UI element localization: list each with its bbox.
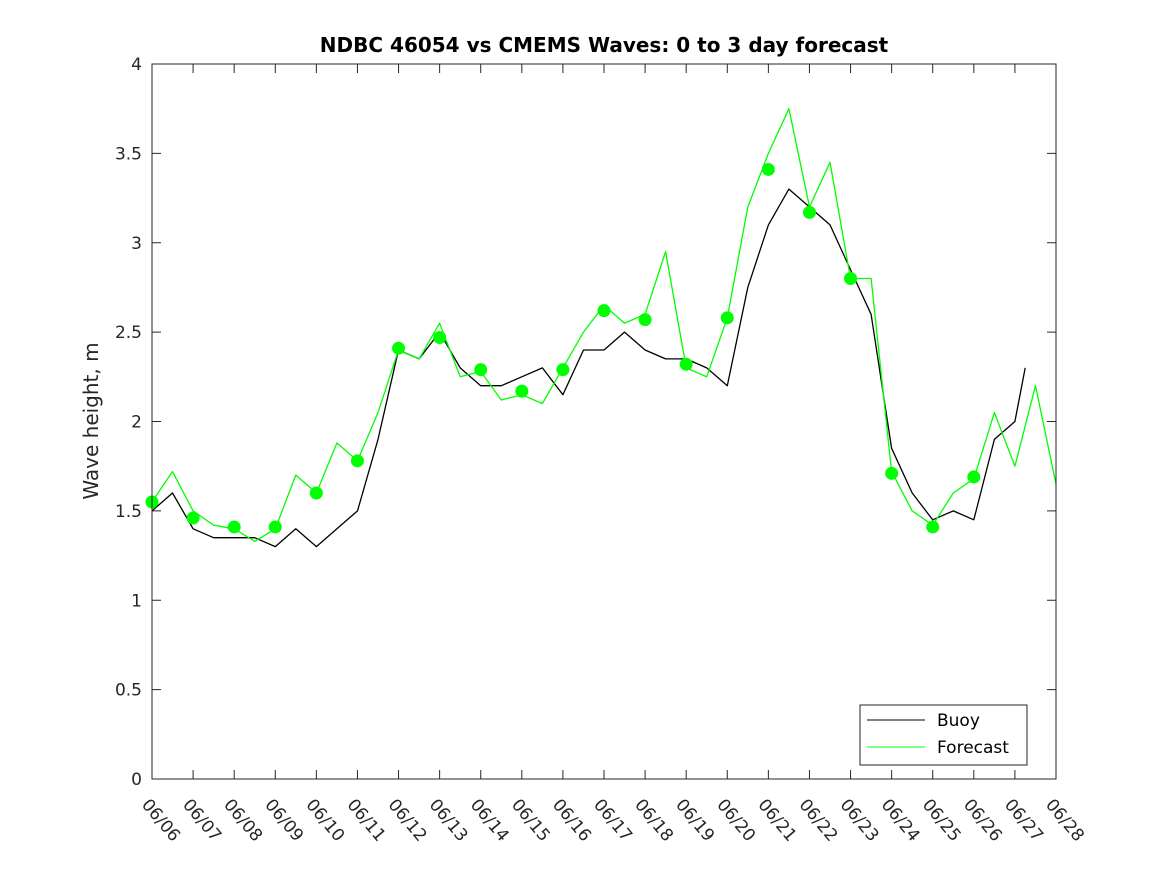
forecast-marker <box>556 363 570 377</box>
y-tick-label: 1 <box>131 591 142 611</box>
forecast-marker <box>227 520 241 534</box>
forecast-marker <box>392 341 406 355</box>
forecast-marker <box>597 304 611 318</box>
axes-box <box>151 63 1057 780</box>
forecast-marker <box>720 311 734 325</box>
forecast-marker <box>638 313 652 327</box>
forecast-marker <box>802 205 816 219</box>
x-tick-label: 06/07 <box>178 795 225 845</box>
y-tick-label: 2.5 <box>115 323 142 343</box>
x-tick-label: 06/18 <box>630 795 677 845</box>
series-line-buoy <box>151 188 1026 548</box>
forecast-marker <box>926 520 940 534</box>
x-tick-label: 06/12 <box>384 795 431 845</box>
x-tick-label: 06/14 <box>466 795 513 845</box>
x-tick-label: 06/16 <box>548 795 595 845</box>
legend: Buoy Forecast <box>859 704 1028 766</box>
y-tick-label: 3 <box>131 234 142 254</box>
x-tick-label: 06/27 <box>1000 795 1047 845</box>
forecast-marker <box>844 272 858 285</box>
legend-forecast-label: Forecast <box>937 738 1009 758</box>
x-tick-label: 06/11 <box>343 795 390 845</box>
x-tick-label: 06/24 <box>877 795 924 845</box>
chart-title: NDBC 46054 vs CMEMS Waves: 0 to 3 day fo… <box>320 33 889 57</box>
forecast-marker <box>309 486 323 500</box>
legend-buoy-label: Buoy <box>937 711 980 731</box>
x-tick-label: 06/20 <box>712 795 759 845</box>
forecast-marker <box>761 162 775 176</box>
x-tick-label: 06/06 <box>137 795 184 845</box>
forecast-marker <box>268 520 282 534</box>
forecast-marker <box>474 363 488 377</box>
y-tick-label: 0.5 <box>115 681 142 701</box>
x-tick-label: 06/13 <box>425 795 472 845</box>
y-tick-label: 2 <box>131 413 142 433</box>
x-tick-label: 06/10 <box>302 795 349 845</box>
x-tick-label: 06/22 <box>795 795 842 845</box>
x-tick-label: 06/09 <box>260 795 307 845</box>
y-tick-label: 3.5 <box>115 144 142 164</box>
y-axis-label: Wave height, m <box>79 342 103 499</box>
x-tick-label: 06/21 <box>754 795 801 845</box>
forecast-marker <box>350 454 364 468</box>
x-tick-label: 06/25 <box>918 795 965 845</box>
x-tick-label: 06/08 <box>219 795 266 845</box>
forecast-marker <box>885 466 899 480</box>
forecast-marker <box>679 357 693 371</box>
x-tick-label: 06/26 <box>959 795 1006 845</box>
forecast-marker <box>186 511 200 525</box>
x-tick-label: 06/17 <box>589 795 636 845</box>
x-tick-label: 06/28 <box>1041 795 1088 845</box>
x-tick-label: 06/15 <box>507 795 554 845</box>
plot-area <box>152 64 1056 779</box>
y-tick-label: 1.5 <box>115 502 142 522</box>
x-tick-label: 06/19 <box>671 795 718 845</box>
y-tick-label: 0 <box>131 770 142 790</box>
x-tick-label: 06/23 <box>836 795 883 845</box>
forecast-marker <box>433 330 447 344</box>
forecast-marker <box>967 470 981 484</box>
y-tick-label: 4 <box>131 55 142 75</box>
forecast-marker <box>515 384 529 398</box>
legend-box <box>859 704 1028 766</box>
